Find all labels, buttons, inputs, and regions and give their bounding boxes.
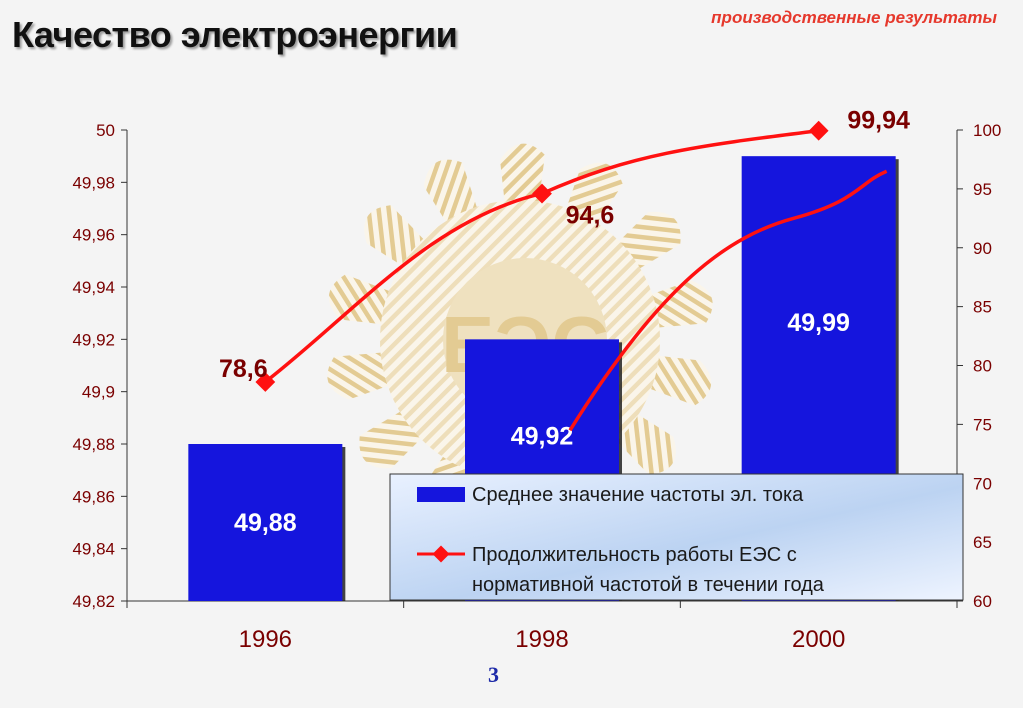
- x-tick-label: 2000: [792, 626, 845, 653]
- legend-bar-swatch: [417, 487, 465, 502]
- page-title: Качество электроэнергии: [12, 14, 458, 55]
- line-data-label: 94,6: [566, 202, 615, 230]
- left-tick-label: 49,9: [82, 383, 115, 402]
- right-tick-label: 85: [973, 298, 992, 317]
- bar-data-label: 49,99: [787, 309, 850, 337]
- legend-marker-swatch: [432, 545, 450, 563]
- right-tick-label: 60: [973, 592, 992, 611]
- section-subtitle: производственные результаты: [711, 8, 997, 27]
- line-series-echo: [568, 169, 888, 432]
- right-tick-label: 80: [973, 357, 992, 376]
- line-data-label: 99,94: [847, 107, 910, 135]
- x-tick-label: 1996: [239, 626, 292, 653]
- right-tick-label: 70: [973, 474, 992, 493]
- chart-legend: Среднее значение частоты эл. тока Продолж…: [389, 473, 964, 601]
- left-tick-label: 49,88: [72, 435, 115, 454]
- left-tick-label: 49,92: [72, 330, 115, 349]
- line-data-label: 78,6: [219, 355, 268, 383]
- left-tick-label: 49,82: [72, 592, 115, 611]
- x-axis-ticks: 1996 1998 2000: [126, 601, 958, 653]
- right-axis-ticks: 60 65 70 75 80 85 90 95 100: [957, 121, 1001, 611]
- bar-data-label: 49,88: [234, 509, 297, 537]
- right-tick-label: 100: [973, 121, 1001, 140]
- left-tick-label: 49,84: [72, 540, 115, 559]
- left-axis-ticks: 49,82 49,84 49,86 49,88 49,9 49,92 49,94 49,96 4…: [72, 121, 127, 611]
- bar: [188, 444, 343, 601]
- left-tick-label: 49,94: [72, 278, 115, 297]
- legend-label: Продолжительность работы ЕЭС с нормативно…: [472, 544, 825, 596]
- x-tick-label: 1998: [515, 626, 568, 653]
- right-tick-label: 65: [973, 533, 992, 552]
- line-point-marker: [255, 372, 276, 392]
- left-tick-label: 50: [96, 121, 115, 140]
- legend-box: [389, 473, 964, 601]
- left-tick-label: 49,98: [72, 173, 115, 192]
- right-tick-label: 75: [973, 415, 992, 434]
- page-number: 3: [488, 662, 499, 687]
- left-tick-label: 49,96: [72, 226, 115, 245]
- legend-label: Среднее значение частоты эл. тока: [472, 484, 804, 506]
- bar-data-label: 49,92: [511, 422, 574, 450]
- left-tick-label: 49,86: [72, 487, 115, 506]
- right-tick-label: 90: [973, 239, 992, 258]
- right-tick-label: 95: [973, 180, 992, 199]
- line-point-marker: [808, 120, 829, 141]
